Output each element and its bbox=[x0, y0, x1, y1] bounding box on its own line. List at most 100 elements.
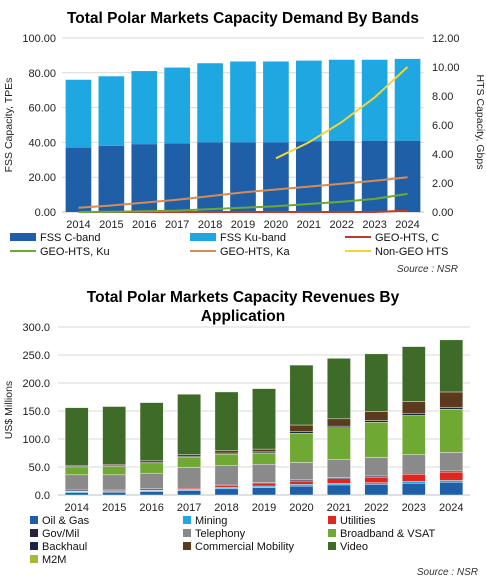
chart1-x-tick-label: 2020 bbox=[264, 219, 288, 231]
chart2-bar-broadband-vsat bbox=[439, 409, 464, 453]
chart1-legend-label: FSS Ku-band bbox=[220, 232, 286, 244]
chart2-bar-mining bbox=[327, 483, 351, 486]
chart2-bar-commercial-mobility bbox=[364, 411, 389, 421]
chart1-x-tick-label: 2021 bbox=[297, 219, 321, 231]
chart1-bar-fss-c-band bbox=[361, 140, 388, 212]
chart2-bar-broadband-vsat bbox=[327, 427, 351, 460]
chart2-title-line2: Application bbox=[201, 308, 285, 325]
chart2-bar-broadband-vsat bbox=[177, 457, 201, 468]
chart2-y-ticks: 0.0 50.0 100.0 150.0 200.0 250.0 300.0 bbox=[22, 322, 50, 502]
chart2-x-tick-label: 2016 bbox=[139, 502, 163, 514]
chart2-bar-backhaul bbox=[289, 431, 314, 434]
chart1-y2-tick-label: 0.00 bbox=[432, 207, 453, 219]
chart2-x-tick-label: 2020 bbox=[289, 502, 313, 514]
chart1-y2-tick-label: 10.00 bbox=[432, 62, 460, 74]
chart2-bar-video bbox=[402, 346, 426, 402]
chart2-x-tick-label: 2017 bbox=[177, 502, 201, 514]
chart1-y2-tick-label: 2.00 bbox=[432, 178, 453, 190]
chart2-y-tick-label: 100.0 bbox=[22, 434, 50, 446]
chart2-x-tick-label: 2019 bbox=[252, 502, 276, 514]
chart1-y-tick-label: 40.00 bbox=[28, 137, 56, 149]
chart1-lines bbox=[78, 66, 409, 213]
chart2-title-line1: Total Polar Markets Capacity Revenues By bbox=[87, 289, 400, 306]
chart1-y-tick-label: 60.00 bbox=[28, 103, 56, 115]
chart2-bar-mining bbox=[439, 480, 464, 483]
chart2-legend-label: Utilities bbox=[340, 515, 376, 527]
capacity-revenues-chart: Total Polar Markets Capacity Revenues By… bbox=[3, 289, 478, 578]
chart1-bar-fss-ku-band bbox=[230, 61, 256, 143]
chart2-legend: Oil & Gas Mining Utilities Gov/Mil Telephony… bbox=[30, 515, 435, 566]
chart2-bar-telephony bbox=[252, 464, 276, 483]
chart2-bar-video bbox=[364, 353, 389, 412]
chart2-bar-video bbox=[177, 394, 201, 455]
chart1-bar-fss-c-band bbox=[65, 147, 92, 212]
chart2-legend-label: Gov/Mil bbox=[42, 528, 79, 540]
chart2-legend-swatch-mining bbox=[183, 516, 191, 524]
chart1-title: Total Polar Markets Capacity Demand By B… bbox=[67, 10, 419, 27]
chart2-bar-commercial-mobility bbox=[252, 448, 276, 453]
chart2-bar-broadband-vsat bbox=[64, 467, 89, 476]
chart2-bar-utilities bbox=[214, 485, 239, 488]
chart2-bar-broadband-vsat bbox=[139, 463, 164, 474]
chart2-legend-label: Oil & Gas bbox=[42, 515, 90, 527]
chart2-bar-oil-gas bbox=[214, 488, 239, 496]
chart1-legend-label: GEO-HTS, Ka bbox=[220, 246, 291, 258]
chart1-legend-label: Non-GEO HTS bbox=[375, 246, 448, 258]
capacity-demand-chart: Total Polar Markets Capacity Demand By B… bbox=[3, 10, 486, 275]
chart1-y-tick-label: 80.00 bbox=[28, 68, 56, 80]
chart1-line-geo-hts-ka bbox=[78, 176, 408, 209]
chart2-bar-backhaul bbox=[364, 420, 389, 423]
chart2-x-tick-label: 2021 bbox=[327, 502, 351, 514]
chart1-legend-swatch-fss-ku-band bbox=[190, 233, 216, 241]
chart2-y-tick-label: 200.0 bbox=[22, 378, 50, 390]
chart2-bar-commercial-mobility bbox=[439, 391, 464, 408]
chart2-x-tick-label: 2022 bbox=[364, 502, 388, 514]
chart2-bar-telephony bbox=[177, 467, 201, 488]
chart2-legend-swatch-utilities bbox=[328, 516, 336, 524]
chart1-bars bbox=[65, 58, 421, 212]
chart2-bar-oil-gas bbox=[439, 481, 464, 496]
chart1-x-ticks: 2014 2015 2016 2017 2018 2019 2020 2021 2022 2023… bbox=[66, 219, 420, 231]
chart1-x-tick-label: 2019 bbox=[231, 219, 255, 231]
chart2-bar-oil-gas bbox=[364, 484, 389, 496]
chart2-bar-utilities bbox=[364, 476, 389, 483]
chart1-bar-fss-c-band bbox=[263, 142, 289, 212]
chart2-bar-telephony bbox=[102, 474, 126, 490]
chart2-bar-commercial-mobility bbox=[402, 401, 426, 415]
chart2-bar-broadband-vsat bbox=[252, 452, 276, 465]
chart1-bar-fss-ku-band bbox=[131, 71, 158, 145]
chart1-y-tick-label: 20.00 bbox=[28, 172, 56, 184]
chart1-y2-tick-label: 12.00 bbox=[432, 33, 460, 45]
chart1-bar-fss-ku-band bbox=[295, 60, 322, 142]
chart2-bar-commercial-mobility bbox=[177, 454, 201, 457]
chart2-bar-telephony bbox=[139, 472, 164, 490]
chart2-bar-mining bbox=[214, 486, 239, 490]
chart1-y-axis-label: FSS Capacity, TPEs bbox=[3, 78, 15, 173]
chart2-bar-video bbox=[64, 407, 89, 466]
chart2-bar-video bbox=[139, 402, 164, 462]
chart2-legend-label: Broadband & VSAT bbox=[340, 528, 435, 540]
chart2-bar-mining bbox=[402, 481, 426, 484]
chart2-y-axis-label: US$ Millions bbox=[3, 381, 15, 439]
chart2-bar-oil-gas bbox=[64, 492, 89, 496]
chart2-bar-backhaul bbox=[439, 407, 464, 410]
chart2-bar-video bbox=[289, 364, 314, 426]
chart2-legend-label: M2M bbox=[42, 554, 66, 566]
chart2-legend-swatch-backhaul bbox=[30, 542, 38, 550]
chart1-bar-fss-c-band bbox=[394, 140, 421, 212]
chart1-x-tick-label: 2022 bbox=[329, 219, 353, 231]
chart2-bar-commercial-mobility bbox=[289, 424, 314, 432]
chart1-y-tick-label: 0.00 bbox=[35, 207, 56, 219]
chart1-x-tick-label: 2016 bbox=[132, 219, 156, 231]
chart1-bar-fss-c-band bbox=[295, 141, 322, 212]
chart2-bar-utilities bbox=[252, 483, 276, 487]
chart2-bar-video bbox=[102, 406, 126, 465]
chart1-x-tick-label: 2023 bbox=[362, 219, 386, 231]
chart2-x-tick-label: 2023 bbox=[402, 502, 426, 514]
chart2-bar-broadband-vsat bbox=[289, 433, 314, 463]
chart2-legend-label: Mining bbox=[195, 515, 227, 527]
chart1-bar-fss-c-band bbox=[98, 145, 125, 212]
chart2-bar-video bbox=[327, 358, 351, 420]
chart2-bars bbox=[64, 339, 464, 496]
chart1-x-tick-label: 2017 bbox=[165, 219, 189, 231]
